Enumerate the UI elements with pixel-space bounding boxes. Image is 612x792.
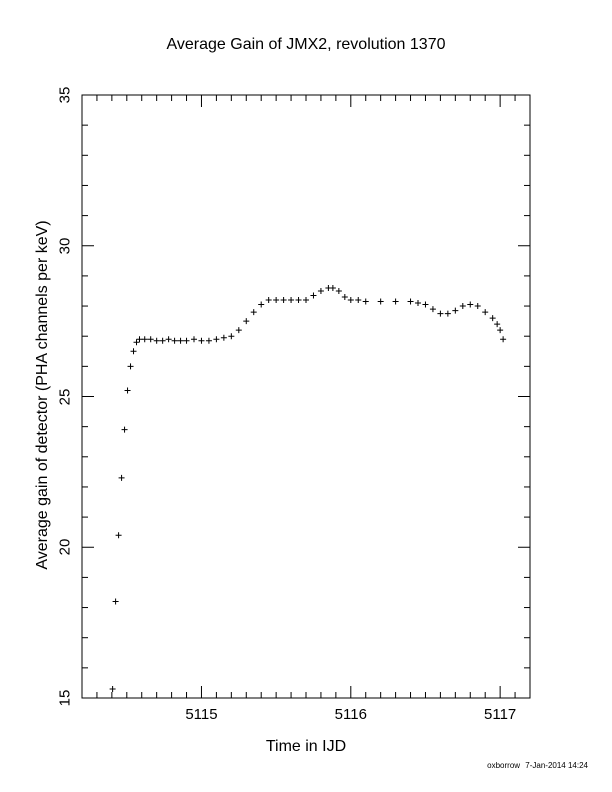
data-points bbox=[109, 284, 507, 692]
x-tick-label: 5116 bbox=[334, 706, 367, 723]
y-tick-label: 35 bbox=[56, 86, 74, 104]
data-point bbox=[392, 298, 399, 305]
data-point bbox=[303, 297, 309, 304]
data-point bbox=[133, 339, 140, 346]
data-point bbox=[153, 337, 160, 344]
x-tick-label: 5117 bbox=[483, 706, 517, 723]
data-point bbox=[183, 337, 190, 344]
data-point bbox=[288, 297, 295, 304]
data-point bbox=[130, 348, 137, 355]
data-point bbox=[422, 301, 429, 308]
data-point bbox=[265, 297, 272, 304]
data-point bbox=[121, 426, 128, 433]
data-point bbox=[497, 327, 504, 334]
x-axis-label: Time in IJD bbox=[265, 738, 347, 755]
data-point bbox=[124, 387, 131, 394]
data-point bbox=[355, 297, 362, 304]
data-point bbox=[317, 287, 324, 294]
data-point bbox=[141, 336, 148, 343]
data-point bbox=[235, 327, 242, 334]
y-tick-label: 15 bbox=[56, 689, 74, 707]
data-point bbox=[444, 310, 451, 317]
data-point bbox=[115, 532, 122, 539]
data-point bbox=[136, 336, 143, 343]
data-point bbox=[127, 363, 134, 370]
data-point bbox=[362, 298, 369, 305]
data-point bbox=[407, 298, 414, 305]
data-point bbox=[341, 294, 348, 301]
data-point bbox=[109, 685, 116, 692]
data-point bbox=[329, 284, 336, 291]
data-point bbox=[191, 336, 197, 343]
data-point bbox=[415, 300, 421, 307]
data-point bbox=[250, 309, 257, 316]
y-tick-label: 30 bbox=[56, 237, 74, 255]
data-point bbox=[459, 303, 466, 310]
y-axis-label: Average gain of detector (PHA channels p… bbox=[34, 220, 51, 570]
data-point bbox=[474, 303, 481, 310]
data-point bbox=[482, 309, 489, 316]
footer-credit: oxborrow 7-Jan-2014 14:24 bbox=[484, 761, 588, 770]
data-point bbox=[177, 337, 184, 344]
footer-timestamp: 7-Jan-2014 14:24 bbox=[525, 761, 588, 770]
plot-frame bbox=[81, 94, 531, 699]
x-tick-label: 5115 bbox=[185, 706, 218, 723]
data-point bbox=[467, 301, 474, 308]
data-point bbox=[500, 336, 507, 343]
data-point bbox=[429, 306, 436, 313]
data-point bbox=[243, 318, 250, 325]
data-point bbox=[220, 334, 227, 341]
data-point bbox=[452, 307, 459, 314]
data-point bbox=[273, 297, 280, 304]
footer-author: oxborrow bbox=[487, 761, 521, 770]
data-point bbox=[213, 336, 220, 343]
data-point bbox=[165, 336, 172, 343]
axis-ticks bbox=[81, 94, 531, 699]
data-point bbox=[494, 321, 501, 328]
data-point bbox=[205, 337, 212, 344]
data-point bbox=[489, 315, 496, 322]
data-point bbox=[335, 287, 342, 294]
data-point bbox=[377, 298, 384, 305]
data-point bbox=[171, 337, 178, 344]
data-point bbox=[228, 333, 235, 340]
data-point bbox=[147, 336, 154, 343]
data-point bbox=[258, 301, 265, 308]
data-point bbox=[118, 474, 125, 481]
data-point bbox=[198, 337, 205, 344]
chart-title: Average Gain of JMX2, revolution 1370 bbox=[166, 36, 446, 53]
data-point bbox=[159, 337, 166, 344]
data-point bbox=[310, 292, 317, 299]
y-tick-label: 20 bbox=[56, 538, 74, 556]
data-point bbox=[437, 310, 444, 317]
y-tick-label: 25 bbox=[56, 388, 74, 405]
data-point bbox=[112, 598, 119, 605]
data-point bbox=[280, 297, 287, 304]
data-point bbox=[347, 297, 354, 304]
data-point bbox=[295, 297, 302, 304]
